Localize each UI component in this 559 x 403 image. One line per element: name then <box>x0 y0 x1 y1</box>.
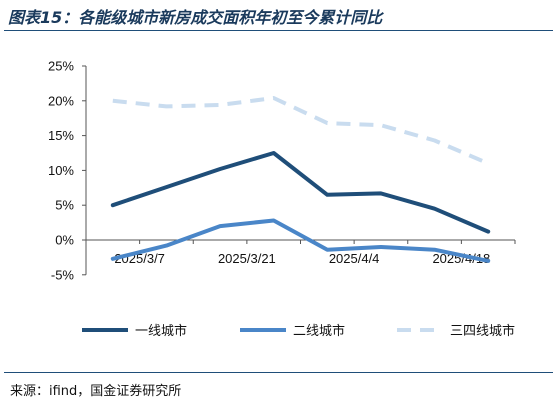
legend: 一线城市 二线城市 三四线城市 <box>82 323 515 339</box>
series-lines <box>110 96 491 263</box>
y-tick-label: 20% <box>48 93 74 108</box>
legend-label: 三四线城市 <box>450 323 515 339</box>
y-axis: -5% 0% 5% 10% 15% 20% 25% <box>48 59 87 282</box>
x-tick-label: 2025/3/21 <box>218 251 276 266</box>
y-tick-label: 25% <box>48 59 74 74</box>
y-tick-label: -5% <box>51 267 75 282</box>
x-tick-label: 2025/4/18 <box>432 251 490 266</box>
x-axis: 2025/3/7 2025/3/21 2025/4/4 2025/4/18 <box>85 239 516 266</box>
y-tick-label: 10% <box>48 163 74 178</box>
y-tick-label: 0% <box>55 233 74 248</box>
series-line-2 <box>110 218 491 263</box>
legend-label: 一线城市 <box>135 323 187 339</box>
source-note: 来源：ifind，国金证券研究所 <box>10 384 182 399</box>
series-line-1 <box>110 151 491 234</box>
line-chart: -5%0%5%10%15%20%25% 2025/3/7 2025/3/21 202… <box>48 59 516 339</box>
x-tick-label: 2025/4/4 <box>329 251 380 266</box>
y-tick-label: 5% <box>55 198 74 213</box>
chart-title: 图表15：各能级城市新房成交面积年初至今累计同比 <box>8 8 383 27</box>
y-tick-label: 15% <box>48 128 74 143</box>
series-line-3 <box>112 96 489 166</box>
footer-divider <box>4 372 553 373</box>
title-divider <box>4 30 553 31</box>
legend-label: 二线城市 <box>293 323 345 339</box>
